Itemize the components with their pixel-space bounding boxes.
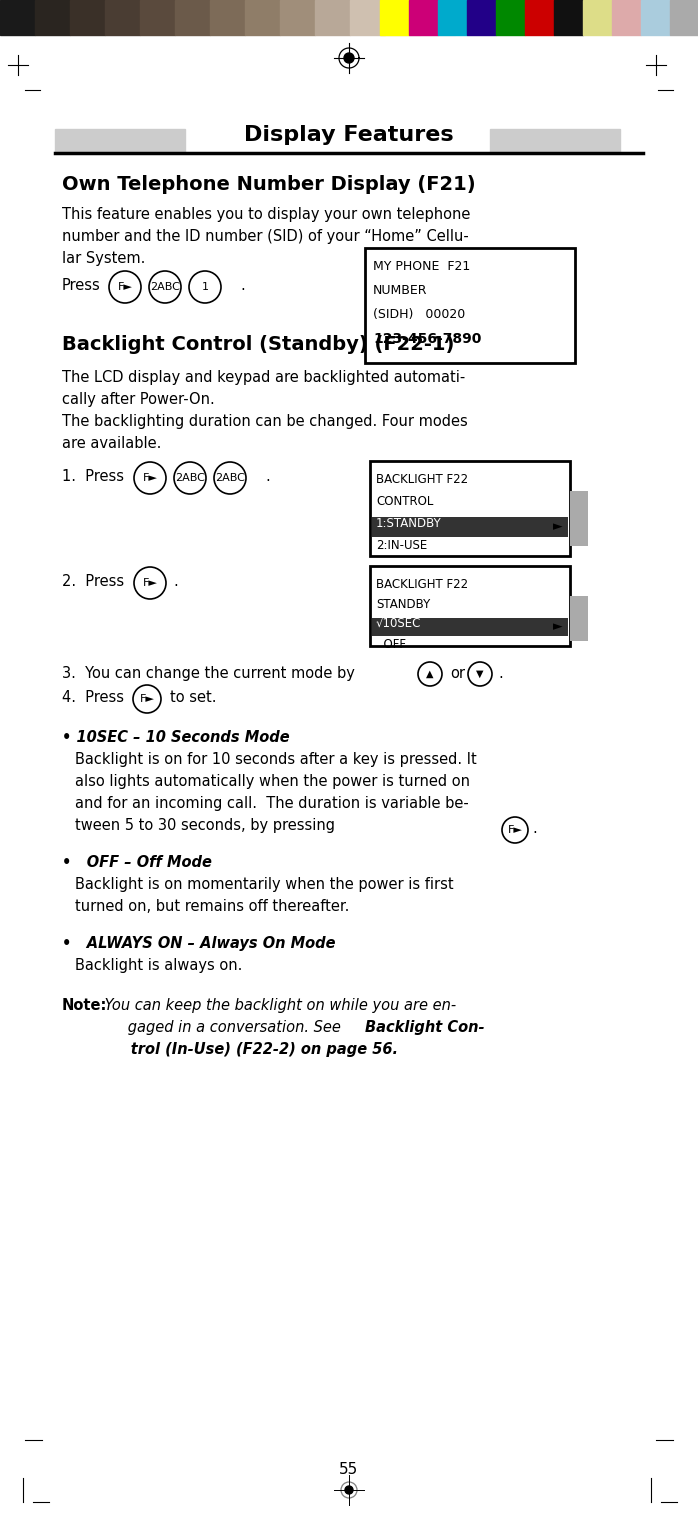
Text: .: . <box>498 666 503 681</box>
Bar <box>641 0 670 35</box>
Bar <box>315 0 350 35</box>
Bar <box>490 128 620 153</box>
Bar <box>70 0 105 35</box>
Bar <box>525 0 554 35</box>
Bar <box>420 0 455 35</box>
Text: cally after Power-On.: cally after Power-On. <box>62 392 215 408</box>
Text: NUMBER: NUMBER <box>373 284 427 296</box>
Text: Backlight Con-: Backlight Con- <box>365 1020 484 1035</box>
Text: are available.: are available. <box>62 437 161 450</box>
Text: Backlight is always on.: Backlight is always on. <box>75 957 242 973</box>
Text: 2ABC: 2ABC <box>150 282 180 292</box>
Bar <box>380 0 409 35</box>
Text: 2ABC: 2ABC <box>175 473 205 483</box>
Text: MY PHONE  F21: MY PHONE F21 <box>373 260 470 273</box>
Bar <box>175 0 210 35</box>
Bar <box>670 0 698 35</box>
Bar <box>554 0 583 35</box>
Text: The LCD display and keypad are backlighted automati-: The LCD display and keypad are backlight… <box>62 370 466 385</box>
Bar <box>409 0 438 35</box>
Text: and for an incoming call.  The duration is variable be-: and for an incoming call. The duration i… <box>75 796 469 811</box>
Bar <box>370 461 570 556</box>
Bar <box>570 596 588 641</box>
Text: Note:: Note: <box>62 999 107 1012</box>
Text: (SIDH)   00020: (SIDH) 00020 <box>373 308 466 321</box>
Text: √10SEC: √10SEC <box>376 618 422 631</box>
Bar <box>496 0 525 35</box>
Text: F►: F► <box>140 693 154 704</box>
Text: BACKLIGHT F22: BACKLIGHT F22 <box>376 473 468 486</box>
Circle shape <box>344 53 354 63</box>
Bar <box>140 0 175 35</box>
Text: You can keep the backlight on while you are en-: You can keep the backlight on while you … <box>100 999 456 1012</box>
Text: 2:IN-USE: 2:IN-USE <box>376 539 427 551</box>
Text: • 10SEC – 10 Seconds Mode: • 10SEC – 10 Seconds Mode <box>62 730 290 745</box>
Text: ►: ► <box>554 521 563 533</box>
Text: 3.  You can change the current mode by: 3. You can change the current mode by <box>62 666 355 681</box>
Text: turned on, but remains off thereafter.: turned on, but remains off thereafter. <box>75 899 350 915</box>
Text: Backlight is on for 10 seconds after a key is pressed. It: Backlight is on for 10 seconds after a k… <box>75 751 477 767</box>
Text: ►: ► <box>554 620 563 634</box>
Text: .: . <box>173 574 178 589</box>
Text: F►: F► <box>142 579 158 588</box>
Bar <box>438 0 467 35</box>
Text: 2.  Press: 2. Press <box>62 574 124 589</box>
Text: .: . <box>240 278 245 293</box>
Bar <box>350 0 385 35</box>
Text: ▲: ▲ <box>426 669 433 680</box>
Text: •   ALWAYS ON – Always On Mode: • ALWAYS ON – Always On Mode <box>62 936 336 951</box>
Text: •   OFF – Off Mode: • OFF – Off Mode <box>62 855 212 870</box>
Text: also lights automatically when the power is turned on: also lights automatically when the power… <box>75 774 470 789</box>
Text: OFF: OFF <box>376 638 406 651</box>
Bar <box>0 0 35 35</box>
Text: 4.  Press: 4. Press <box>62 690 124 705</box>
Text: Own Telephone Number Display (F21): Own Telephone Number Display (F21) <box>62 176 475 194</box>
Text: F►: F► <box>142 473 158 483</box>
Text: BACKLIGHT F22: BACKLIGHT F22 <box>376 579 468 591</box>
Bar <box>365 247 575 363</box>
Text: 1:STANDBY: 1:STANDBY <box>376 518 442 530</box>
Text: or: or <box>450 666 465 681</box>
Text: 123-456-7890: 123-456-7890 <box>373 331 482 347</box>
Bar <box>583 0 612 35</box>
Bar <box>105 0 140 35</box>
Text: 1: 1 <box>202 282 209 292</box>
Bar <box>245 0 280 35</box>
Text: 55: 55 <box>339 1463 359 1478</box>
Text: ▼: ▼ <box>476 669 484 680</box>
Bar <box>55 128 185 153</box>
Text: 1.  Press: 1. Press <box>62 469 124 484</box>
Bar <box>467 0 496 35</box>
Circle shape <box>345 1486 353 1493</box>
Text: .: . <box>532 822 537 835</box>
Text: Press: Press <box>62 278 101 293</box>
Bar <box>35 0 70 35</box>
Text: tween 5 to 30 seconds, by pressing: tween 5 to 30 seconds, by pressing <box>75 818 335 834</box>
Text: CONTROL: CONTROL <box>376 495 433 508</box>
Text: number and the ID number (SID) of your “Home” Cellu-: number and the ID number (SID) of your “… <box>62 229 469 244</box>
Bar <box>370 567 570 646</box>
Text: .: . <box>265 469 269 484</box>
Text: F►: F► <box>117 282 133 292</box>
Bar <box>570 492 588 547</box>
Bar <box>612 0 641 35</box>
Text: The backlighting duration can be changed. Four modes: The backlighting duration can be changed… <box>62 414 468 429</box>
Text: 2ABC: 2ABC <box>215 473 245 483</box>
Bar <box>372 518 568 538</box>
Bar <box>210 0 245 35</box>
Bar <box>372 618 568 637</box>
Text: lar System.: lar System. <box>62 250 145 266</box>
Text: gaged in a conversation. See: gaged in a conversation. See <box>100 1020 346 1035</box>
Text: trol (In-Use) (F22-2) on page 56.: trol (In-Use) (F22-2) on page 56. <box>100 1041 398 1057</box>
Text: Backlight is on momentarily when the power is first: Backlight is on momentarily when the pow… <box>75 876 454 892</box>
Bar <box>385 0 420 35</box>
Text: Backlight Control (Standby) (F22-1): Backlight Control (Standby) (F22-1) <box>62 334 454 354</box>
Text: to set.: to set. <box>170 690 216 705</box>
Text: This feature enables you to display your own telephone: This feature enables you to display your… <box>62 208 470 221</box>
Text: F►: F► <box>507 825 522 835</box>
Text: STANDBY: STANDBY <box>376 599 430 611</box>
Bar <box>455 0 490 35</box>
Text: Display Features: Display Features <box>244 125 454 145</box>
Bar <box>280 0 315 35</box>
